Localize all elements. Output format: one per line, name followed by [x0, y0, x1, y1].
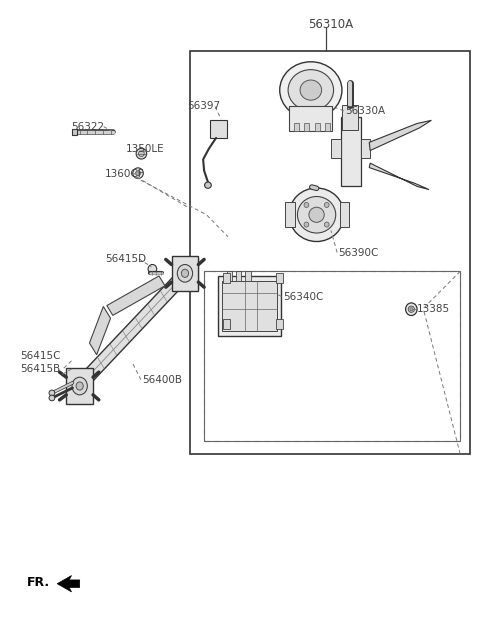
Ellipse shape [408, 306, 414, 312]
Bar [218, 276, 281, 336]
Bar [204, 271, 460, 442]
Ellipse shape [72, 377, 87, 395]
Ellipse shape [288, 69, 334, 110]
Text: 56330A: 56330A [345, 106, 385, 116]
Polygon shape [173, 257, 198, 289]
Bar [227, 271, 232, 281]
Ellipse shape [280, 62, 342, 119]
Ellipse shape [289, 188, 344, 242]
Text: 56322: 56322 [72, 122, 105, 132]
Bar [360, 139, 370, 158]
Bar [276, 273, 283, 283]
Bar [236, 271, 241, 281]
Polygon shape [107, 276, 165, 316]
Bar [190, 51, 470, 454]
Ellipse shape [76, 382, 83, 390]
Ellipse shape [177, 264, 192, 282]
Bar [340, 117, 360, 186]
Ellipse shape [298, 196, 336, 233]
Ellipse shape [133, 168, 144, 179]
Bar [276, 319, 283, 329]
Ellipse shape [136, 171, 141, 175]
Bar [66, 369, 93, 404]
Ellipse shape [136, 148, 147, 159]
Bar [204, 271, 460, 442]
Bar [223, 319, 230, 329]
Text: 56397: 56397 [187, 102, 220, 112]
Bar [339, 202, 349, 227]
Bar [245, 271, 251, 281]
Ellipse shape [181, 269, 189, 278]
Ellipse shape [309, 207, 324, 222]
Ellipse shape [304, 222, 309, 227]
Polygon shape [57, 575, 80, 592]
Ellipse shape [49, 395, 55, 401]
Ellipse shape [410, 308, 413, 311]
Bar [223, 273, 230, 283]
Text: 56310A: 56310A [308, 18, 353, 31]
Bar [289, 106, 332, 131]
Polygon shape [369, 121, 432, 151]
Bar [315, 124, 320, 131]
Bar [210, 121, 227, 138]
Bar [294, 124, 299, 131]
Text: 56415D: 56415D [105, 254, 146, 264]
Text: 56415C: 56415C [20, 351, 60, 362]
Text: 56400B: 56400B [142, 375, 182, 385]
Ellipse shape [406, 303, 417, 316]
Polygon shape [89, 307, 110, 355]
Ellipse shape [204, 182, 211, 188]
Ellipse shape [304, 203, 309, 208]
Bar [342, 105, 358, 130]
Bar [331, 139, 340, 158]
Bar [286, 202, 295, 227]
Ellipse shape [300, 80, 322, 100]
Text: 56340C: 56340C [283, 292, 324, 302]
Ellipse shape [324, 203, 329, 208]
Polygon shape [369, 163, 429, 189]
Text: 1360CF: 1360CF [105, 170, 144, 179]
Bar [325, 124, 330, 131]
Bar [222, 281, 277, 331]
Polygon shape [73, 266, 191, 394]
Ellipse shape [139, 151, 144, 156]
Ellipse shape [324, 222, 329, 227]
Text: 13385: 13385 [417, 304, 450, 314]
Text: 56390C: 56390C [338, 247, 379, 257]
Text: 56415B: 56415B [20, 364, 60, 374]
Text: 1350LE: 1350LE [126, 144, 165, 154]
Bar [72, 129, 77, 135]
Text: FR.: FR. [27, 576, 50, 589]
Bar [171, 256, 198, 291]
Ellipse shape [49, 390, 55, 396]
Bar [304, 124, 309, 131]
Ellipse shape [148, 264, 157, 273]
